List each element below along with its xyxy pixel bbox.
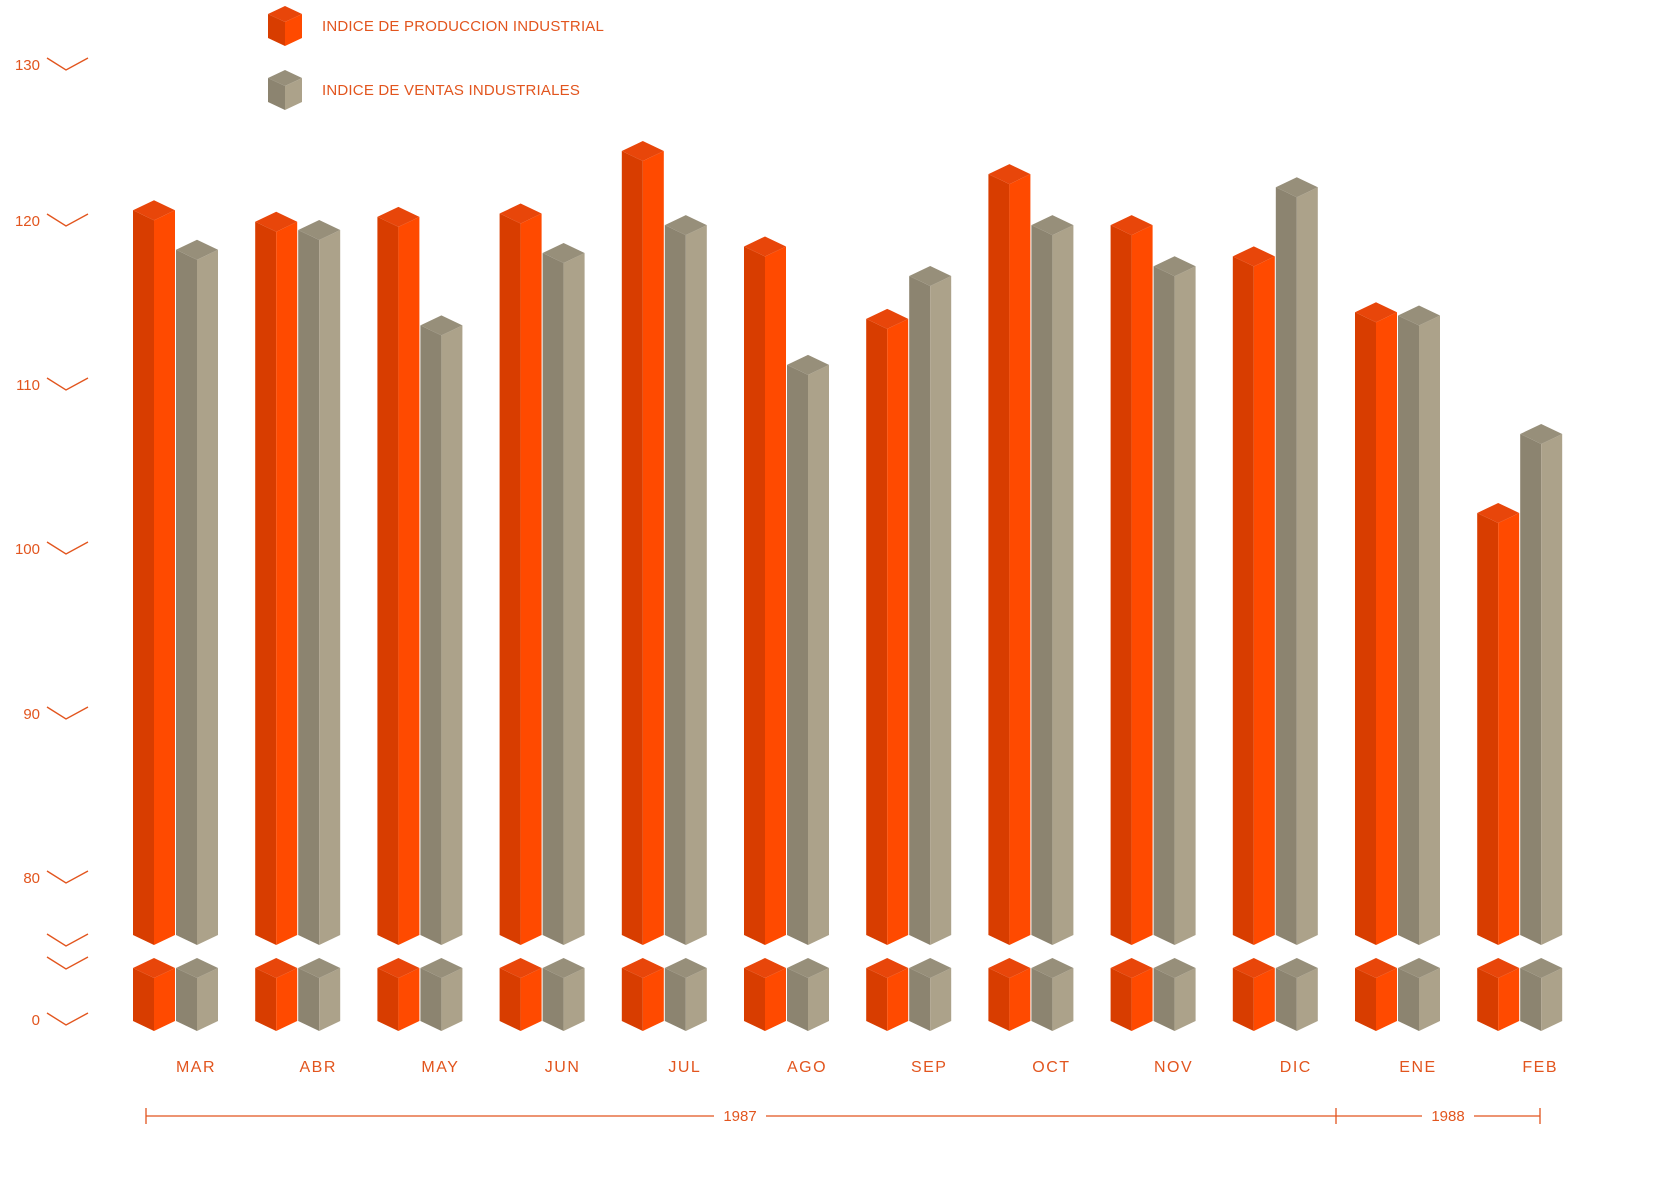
y-tick-mark — [46, 706, 89, 720]
x-tick-label: JUN — [545, 1059, 581, 1076]
bar-stub-sales-dic — [1275, 958, 1318, 1031]
bar-stub-sales-abr — [298, 958, 341, 1031]
y-tick-mark — [46, 1012, 89, 1026]
x-tick-label: MAY — [421, 1059, 459, 1076]
y-tick-label: 90 — [23, 706, 40, 723]
bar-sales-mar — [176, 239, 218, 946]
bar-stub-production-jul — [621, 958, 664, 1031]
bar-stub-production-may — [377, 958, 420, 1031]
y-tick-label: 80 — [23, 870, 40, 887]
bar-stub-production-dic — [1232, 958, 1275, 1031]
bar-production-abr — [255, 211, 298, 945]
bar-sales-dic — [1275, 177, 1318, 946]
bar-sales-ene — [1398, 305, 1440, 945]
y-tick-label: 120 — [15, 213, 40, 230]
bar-production-nov — [1110, 215, 1153, 945]
bar-stub-production-ago — [744, 958, 786, 1031]
year-label: 1987 — [723, 1108, 756, 1125]
bar-stub-production-feb — [1477, 958, 1520, 1031]
bar-stub-sales-jun — [542, 958, 585, 1031]
y-tick-label: 0 — [32, 1012, 40, 1029]
bar-production-jun — [499, 203, 542, 946]
x-tick-label: NOV — [1154, 1059, 1193, 1076]
bar-production-feb — [1477, 502, 1520, 945]
bar-sales-sep — [909, 266, 952, 945]
bar-stub-production-oct — [988, 958, 1031, 1031]
bar-sales-abr — [298, 220, 341, 945]
bar-stub-production-mar — [133, 958, 175, 1031]
y-tick-label: 130 — [15, 57, 40, 74]
bar-sales-ago — [787, 354, 829, 945]
x-axis-labels: MAR ABR MAY JUN JUL AGO SEP OCT NOV DIC ENE FEB — [176, 1059, 1558, 1076]
x-tick-label: AGO — [787, 1059, 827, 1076]
legend-label-sales: INDICE DE VENTAS INDUSTRIALES — [322, 81, 581, 99]
y-axis: 0 80 90 100 110 120 130 — [15, 57, 89, 1029]
bar-sales-may — [420, 315, 463, 945]
production-swatch-icon — [268, 6, 302, 46]
bar-stub-sales-jul — [664, 958, 707, 1031]
x-tick-label: ENE — [1399, 1059, 1436, 1076]
axis-break-mark — [46, 956, 89, 970]
bar-production-dic — [1232, 246, 1275, 945]
y-tick-label: 110 — [16, 377, 40, 394]
bar-stub-sales-ago — [787, 958, 829, 1031]
bars — [133, 141, 1563, 1031]
y-tick-mark — [46, 377, 89, 391]
x-tick-label: ABR — [299, 1059, 336, 1076]
bar-stub-sales-sep — [909, 958, 952, 1031]
bar-stub-production-jun — [499, 958, 542, 1031]
x-tick-label: JUL — [668, 1059, 701, 1076]
bar-sales-oct — [1031, 215, 1074, 945]
bar-stub-sales-mar — [176, 958, 218, 1031]
bar-production-ene — [1355, 302, 1397, 945]
sales-swatch-icon — [268, 70, 302, 110]
bar-production-jul — [621, 141, 664, 946]
legend-item-sales: INDICE DE VENTAS INDUSTRIALES — [268, 70, 580, 110]
bar-sales-nov — [1153, 256, 1196, 945]
bar-stub-sales-ene — [1398, 958, 1440, 1031]
bar-production-sep — [866, 308, 909, 946]
bar-production-may — [377, 206, 420, 946]
bar-stub-sales-feb — [1520, 958, 1563, 1031]
y-tick-mark — [46, 870, 89, 884]
legend-label-production: INDICE DE PRODUCCION INDUSTRIAL — [322, 17, 605, 35]
bar-production-mar — [133, 200, 175, 945]
x-tick-label: FEB — [1522, 1059, 1558, 1076]
y-tick-mark — [46, 541, 89, 555]
bar-stub-production-abr — [255, 958, 298, 1031]
bar-production-oct — [988, 164, 1031, 945]
bar-sales-jul — [664, 215, 707, 945]
x-tick-label: DIC — [1280, 1059, 1312, 1076]
y-tick-mark — [46, 57, 89, 71]
x-tick-label: MAR — [176, 1059, 216, 1076]
bar-stub-production-nov — [1110, 958, 1153, 1031]
year-label: 1988 — [1431, 1108, 1464, 1125]
bar-sales-jun — [542, 243, 585, 945]
x-tick-label: SEP — [911, 1059, 948, 1076]
axis-break-mark — [46, 933, 89, 947]
bar-stub-production-ene — [1355, 958, 1397, 1031]
bar-production-ago — [744, 236, 786, 945]
year-axis: 1987 1988 — [145, 1108, 1541, 1125]
x-tick-label: OCT — [1032, 1059, 1070, 1076]
bar-stub-sales-oct — [1031, 958, 1074, 1031]
y-tick-label: 100 — [15, 541, 40, 558]
bar-stub-production-sep — [866, 958, 909, 1031]
bar-sales-feb — [1520, 423, 1563, 945]
bar-stub-sales-may — [420, 958, 463, 1031]
legend-item-production: INDICE DE PRODUCCION INDUSTRIAL — [268, 6, 604, 46]
y-tick-mark — [46, 213, 89, 227]
bar-stub-sales-nov — [1153, 958, 1196, 1031]
